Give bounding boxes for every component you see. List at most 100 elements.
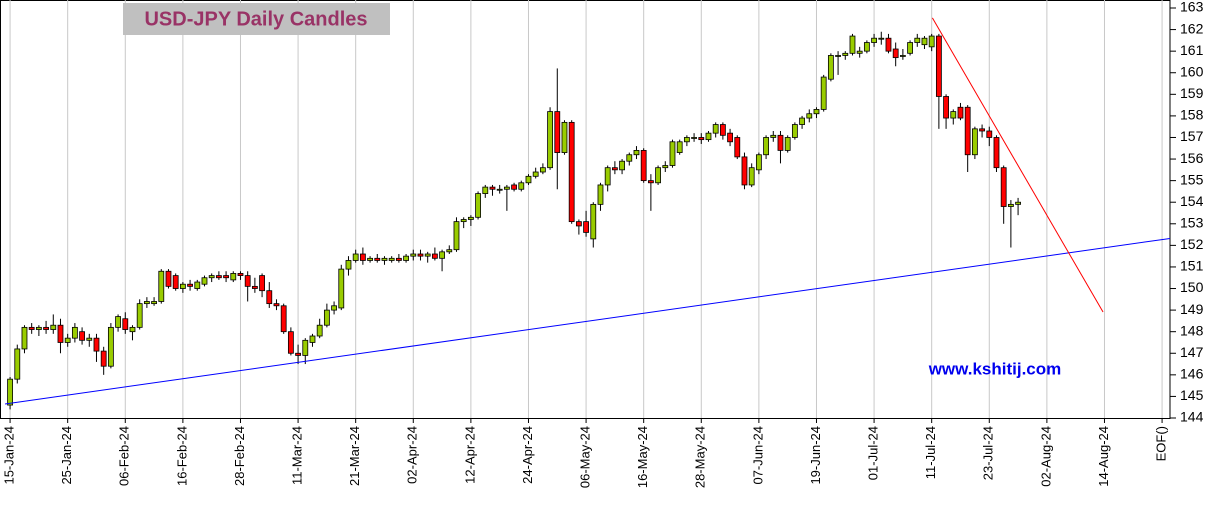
candle-body	[223, 275, 229, 279]
title-box	[123, 3, 390, 35]
candle-body	[547, 111, 553, 169]
chart-title: USD-JPY Daily Candles	[144, 8, 367, 30]
candle-body	[899, 55, 906, 57]
candle-body	[561, 121, 568, 153]
candle-body	[107, 326, 114, 367]
candle-body	[280, 305, 287, 333]
candle-body	[741, 156, 748, 186]
candle-body	[446, 249, 453, 253]
y-tick-label: 151	[1180, 258, 1204, 274]
candle-body	[359, 253, 366, 261]
x-tick-label: 28-May-24	[693, 426, 708, 488]
candle-body	[388, 257, 395, 261]
x-tick-label: 16-May-24	[635, 426, 650, 488]
candle-body	[799, 117, 805, 125]
candle-body	[136, 303, 143, 328]
candle-body	[309, 335, 316, 343]
candle-body	[575, 221, 582, 227]
candle-body	[395, 257, 402, 261]
candle-body	[489, 186, 496, 190]
candle-body	[755, 154, 762, 171]
candle-body	[14, 348, 21, 380]
x-tick-label: 11-Mar-24	[290, 426, 305, 485]
candle-body	[979, 128, 985, 132]
candle-body	[568, 121, 575, 223]
candle-body	[928, 35, 935, 48]
candle-body	[503, 186, 510, 190]
candle-body	[727, 132, 733, 143]
candle-body	[950, 111, 957, 119]
candle-body	[777, 134, 784, 151]
candle-body	[863, 42, 870, 52]
x-tick-label: 12-Apr-24	[462, 426, 477, 484]
x-tick-label: 21-Mar-24	[347, 426, 362, 486]
candle-body	[719, 124, 726, 136]
candle-body	[345, 260, 352, 270]
y-tick-label: 156	[1180, 150, 1204, 166]
x-tick-label: 11-Jul-24	[923, 426, 938, 479]
candle-body	[878, 37, 885, 40]
candle-body	[374, 257, 381, 261]
candle-body	[194, 281, 201, 289]
candle-body	[971, 128, 978, 156]
candle-body	[935, 35, 942, 97]
x-tick-label: 14-Aug-24	[1096, 426, 1111, 487]
candle-body	[237, 273, 244, 276]
candle-body	[892, 48, 899, 59]
y-tick-label: 163	[1180, 0, 1204, 15]
candle-body	[201, 277, 208, 285]
x-tick-label: EOF()	[1154, 426, 1169, 461]
candle-body	[410, 253, 417, 257]
x-tick-label: 06-May-24	[578, 426, 593, 488]
candle-body	[417, 253, 424, 257]
candle-body	[734, 137, 741, 158]
candle-body	[748, 167, 755, 186]
y-tick-label: 150	[1180, 279, 1204, 295]
candle-body	[122, 318, 129, 330]
candle-body	[705, 132, 712, 141]
plot-frame	[0, 0, 1171, 419]
y-tick-label: 155	[1180, 171, 1204, 187]
candle-body	[367, 257, 373, 261]
candle-body	[957, 106, 964, 119]
candle-body	[7, 378, 13, 406]
y-tick-label: 157	[1180, 128, 1204, 144]
candle-body	[885, 37, 892, 52]
candle-body	[403, 255, 409, 261]
candle-body	[532, 171, 539, 177]
candle-body	[655, 167, 661, 184]
candle-body	[165, 270, 172, 287]
candle-body	[244, 275, 251, 287]
candle-body	[453, 221, 460, 251]
candle-body	[172, 275, 179, 289]
candle-body	[820, 76, 827, 110]
candle-body	[475, 193, 481, 218]
x-tick-label: 02-Apr-24	[405, 426, 420, 484]
candle-body	[93, 337, 100, 352]
candle-body	[871, 37, 877, 43]
x-tick-label: 24-Apr-24	[520, 426, 535, 484]
trendline	[931, 17, 1104, 313]
candle-body	[554, 111, 561, 153]
candle-body	[640, 150, 647, 182]
candle-body	[50, 324, 57, 330]
candle-body	[323, 309, 330, 326]
candle-body	[964, 106, 971, 156]
candle-body	[482, 186, 489, 194]
candle-body	[943, 96, 949, 119]
candle-body	[662, 165, 669, 169]
candle-body	[914, 37, 921, 43]
candle-body	[683, 137, 690, 143]
candle-body	[251, 285, 258, 289]
candle-body	[691, 137, 697, 139]
candle-body	[381, 257, 388, 261]
candle-body	[712, 124, 719, 134]
candle-body	[626, 154, 633, 162]
candle-body	[71, 326, 78, 339]
candle-body	[511, 184, 517, 190]
candle-body	[827, 55, 834, 80]
candle-body	[813, 109, 820, 115]
candle-body	[431, 253, 438, 259]
candle-body	[273, 303, 280, 307]
candle-body	[806, 113, 813, 119]
